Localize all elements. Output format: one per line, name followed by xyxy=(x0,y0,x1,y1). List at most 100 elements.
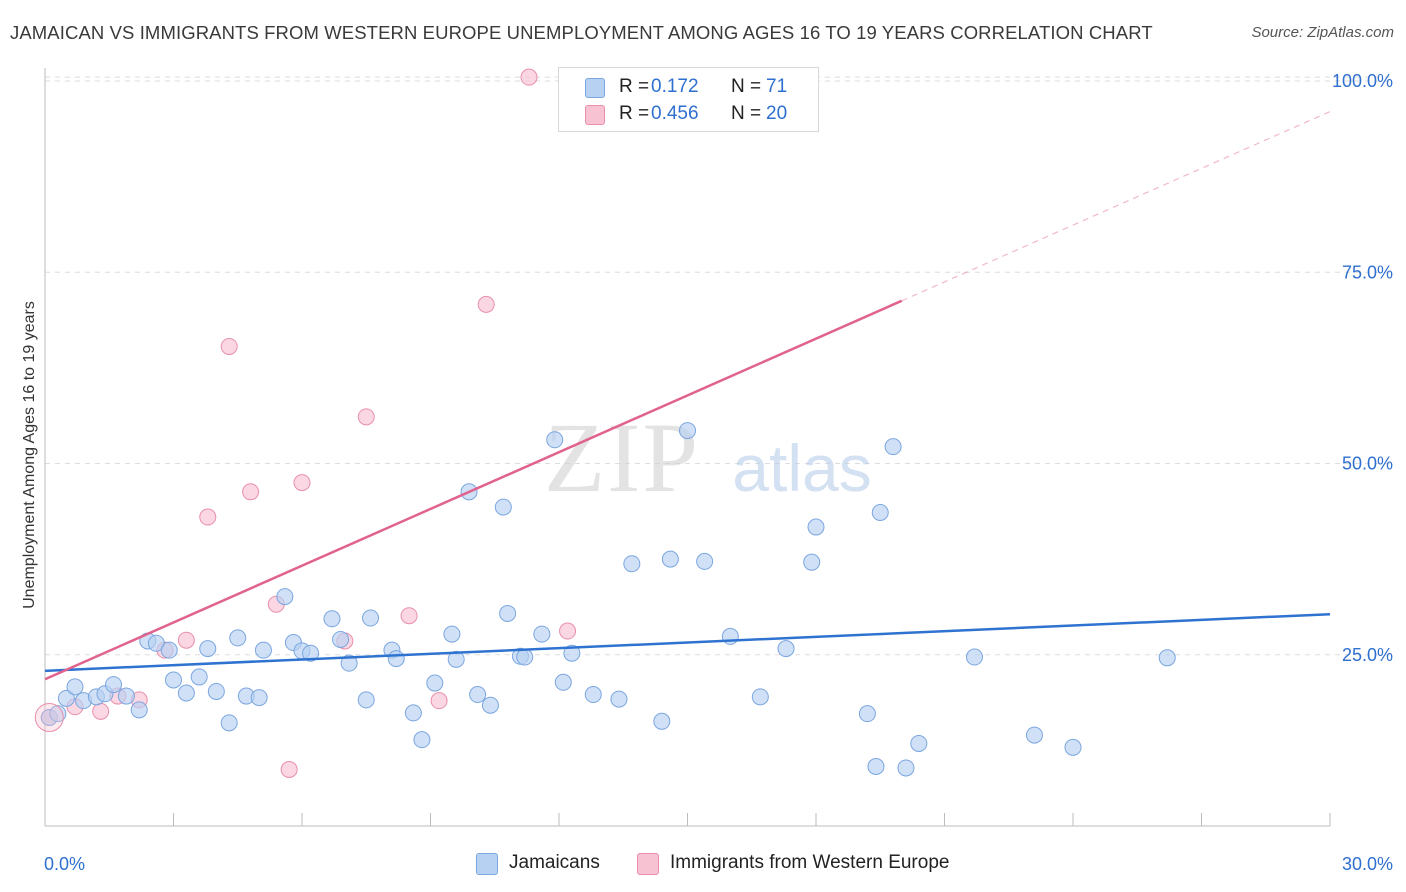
jamaicans-point xyxy=(130,701,148,719)
watermark-zip: ZIP xyxy=(544,402,700,513)
jamaicans-point xyxy=(696,552,714,570)
watermark: ZIP atlas xyxy=(544,402,872,513)
jamaicans-point xyxy=(177,684,195,702)
jamaicans-point xyxy=(276,588,294,606)
y-tick-label: 100.0% xyxy=(1332,71,1393,91)
jamaicans-point xyxy=(426,674,444,692)
jamaicans-point xyxy=(207,682,225,700)
jamaicans-point xyxy=(332,630,350,648)
immigrants-point xyxy=(92,702,110,720)
jamaicans-point xyxy=(404,704,422,722)
jamaicans-point xyxy=(610,690,628,708)
jamaicans-point xyxy=(661,550,679,568)
immigrants-point xyxy=(177,631,195,649)
immigrants-point xyxy=(520,68,538,86)
tick-labels: 25.0% 50.0% 75.0% 100.0% 0.0% 30.0% xyxy=(44,71,1393,874)
legend-label: Immigrants from Western Europe xyxy=(670,852,950,873)
jamaicans-swatch xyxy=(585,78,605,98)
jamaicans-point xyxy=(751,688,769,706)
jamaicans-trend-line xyxy=(44,612,1331,673)
y-tick-label: 25.0% xyxy=(1342,645,1393,665)
immigrants-point xyxy=(220,337,238,355)
r-value: 0.456 xyxy=(651,103,699,124)
jamaicans-point xyxy=(254,641,272,659)
jamaicans-point xyxy=(777,640,795,658)
grid-lines xyxy=(45,76,1392,656)
jamaicans-point xyxy=(533,625,551,643)
jamaicans-point xyxy=(546,431,564,449)
jamaicans-point xyxy=(340,654,358,672)
immigrants-trend-extension xyxy=(901,111,1331,302)
axes xyxy=(44,68,1331,827)
immigrants-point xyxy=(199,508,217,526)
jamaicans-point xyxy=(807,518,825,536)
r-label: R = xyxy=(619,103,650,124)
y-tick-label: 75.0% xyxy=(1342,262,1393,282)
jamaicans-point xyxy=(165,671,182,689)
jamaicans-point xyxy=(1158,649,1176,667)
jamaicans-point xyxy=(965,648,983,666)
jamaicans-point xyxy=(229,629,247,647)
jamaicans-point xyxy=(323,610,341,628)
jamaicans-point xyxy=(653,712,671,730)
y-axis-label: Unemployment Among Ages 16 to 19 years xyxy=(21,301,38,609)
n-value: 20 xyxy=(766,103,788,124)
trend-lines xyxy=(44,111,1331,681)
jamaicans-point xyxy=(49,705,67,723)
jamaicans-point xyxy=(516,648,534,666)
jamaicans-point xyxy=(387,650,405,668)
immigrants-swatch xyxy=(637,853,659,875)
jamaicans-point xyxy=(884,438,902,456)
jamaicans-point xyxy=(160,641,178,659)
immigrants-point xyxy=(559,622,577,640)
jamaicans-point xyxy=(117,687,135,705)
immigrants-point xyxy=(430,692,448,710)
jamaicans-point xyxy=(1025,726,1043,744)
jamaicans-point xyxy=(803,553,821,571)
x-tick-label: 0.0% xyxy=(44,854,85,874)
jamaicans-point xyxy=(1064,738,1082,756)
jamaicans-point xyxy=(199,640,217,658)
jamaicans-point xyxy=(447,650,465,668)
jamaicans-point xyxy=(679,422,696,440)
y-tick-label: 50.0% xyxy=(1342,454,1393,474)
jamaicans-point xyxy=(413,731,431,749)
immigrants-point xyxy=(357,408,375,426)
jamaicans-point xyxy=(220,714,238,732)
jamaicans-point xyxy=(858,705,876,723)
jamaicans-point xyxy=(443,625,461,643)
jamaicans-point xyxy=(469,686,487,704)
legend-label: Jamaicans xyxy=(509,852,600,873)
n-value: 71 xyxy=(766,76,788,97)
jamaicans-point xyxy=(499,604,517,622)
immigrants-point xyxy=(477,295,495,313)
immigrants-point xyxy=(280,761,298,778)
jamaicans-point xyxy=(362,609,380,627)
immigrants-point xyxy=(400,607,418,625)
jamaicans-swatch xyxy=(476,853,498,875)
chart-title: JAMAICAN VS IMMIGRANTS FROM WESTERN EURO… xyxy=(10,22,1153,43)
x-tick-label: 30.0% xyxy=(1342,854,1393,874)
immigrants-trend-line xyxy=(44,299,903,681)
immigrants-point xyxy=(242,483,260,501)
data-points xyxy=(34,68,1176,778)
jamaicans-point xyxy=(871,503,889,521)
immigrants-point xyxy=(293,474,311,492)
jamaicans-point xyxy=(302,644,320,662)
jamaicans-point xyxy=(910,734,928,752)
jamaicans-point xyxy=(494,498,512,516)
immigrants-swatch xyxy=(585,105,605,125)
jamaicans-point xyxy=(481,696,499,714)
source-note: Source: ZipAtlas.com xyxy=(1251,24,1394,41)
immigrants-point xyxy=(34,702,64,732)
jamaicans-point xyxy=(250,689,268,707)
jamaicans-point xyxy=(867,757,885,775)
n-label: N = xyxy=(731,76,762,97)
jamaicans-point xyxy=(105,676,123,694)
watermark-atlas: atlas xyxy=(732,431,871,505)
r-value: 0.172 xyxy=(651,76,699,97)
stats-legend: R = 0.172 N = 71 R = 0.456 N = 20 xyxy=(558,67,819,132)
n-label: N = xyxy=(731,103,762,124)
jamaicans-point xyxy=(563,644,581,662)
